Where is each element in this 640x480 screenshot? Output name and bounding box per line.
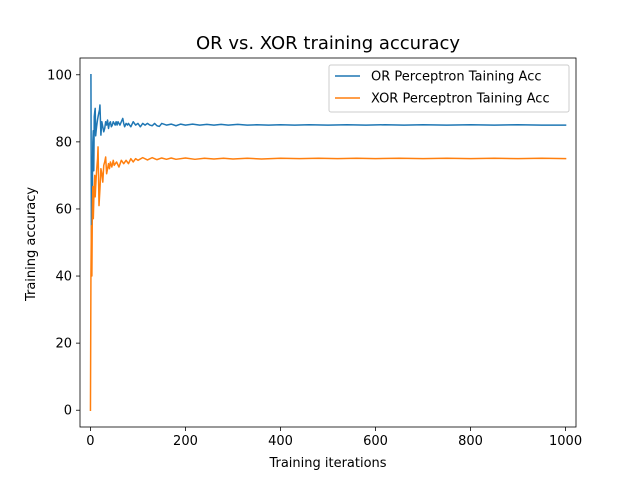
series-line-xor xyxy=(89,146,567,411)
x-tick-label: 600 xyxy=(363,434,388,449)
x-tick-label: 400 xyxy=(268,434,293,449)
plot-frame xyxy=(79,57,577,428)
y-tick-label: 40 xyxy=(55,270,72,285)
x-tick-label: 1000 xyxy=(549,434,582,449)
y-tick-label: 80 xyxy=(55,135,72,150)
x-axis-label: Training iterations xyxy=(268,456,386,471)
legend-label-xor: XOR Perceptron Taining Acc xyxy=(371,92,550,107)
x-tick-label: 200 xyxy=(173,434,198,449)
x-tick-label: 0 xyxy=(86,434,94,449)
x-tick-label: 800 xyxy=(458,434,483,449)
legend-label-or: OR Perceptron Taining Acc xyxy=(371,70,542,85)
y-tick-label: 60 xyxy=(55,202,72,217)
axes: 0 200 400 600 800 1000 0 20 40 60 80 100 xyxy=(47,57,582,449)
y-tick-label: 20 xyxy=(55,337,72,352)
chart-title: OR vs. XOR training accuracy xyxy=(196,33,460,54)
y-tick-label: 0 xyxy=(64,404,72,419)
plot-area xyxy=(89,74,567,411)
y-tick-label: 100 xyxy=(47,68,72,83)
legend: OR Perceptron Taining Acc XOR Perceptron … xyxy=(328,64,570,113)
y-axis-label: Training accuracy xyxy=(24,187,39,302)
legend-box xyxy=(328,64,570,113)
series-line-or xyxy=(90,74,567,244)
